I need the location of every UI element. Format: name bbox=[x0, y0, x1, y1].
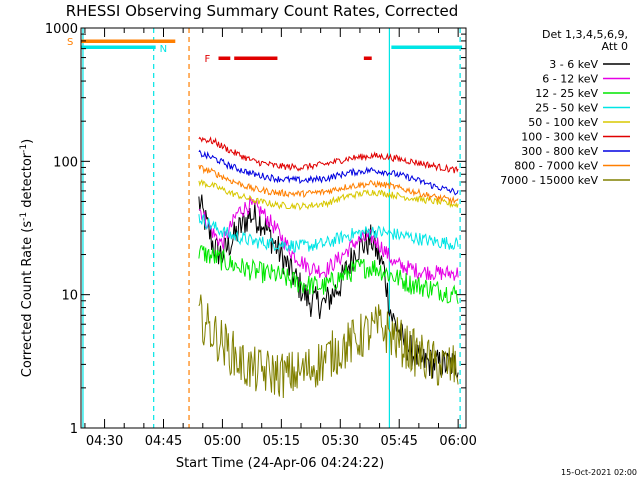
series-line-7 bbox=[198, 164, 459, 205]
x-axis-label: Start Time (24-Apr-06 04:24:22) bbox=[176, 456, 384, 471]
legend-entry-4: 50 - 100 keV bbox=[528, 116, 598, 129]
x-tick-label-1: 04:45 bbox=[145, 434, 182, 449]
series-line-3 bbox=[198, 213, 459, 253]
y-axis-label-sup2: -1 bbox=[19, 144, 29, 153]
y-tick-label-0: 1 bbox=[70, 422, 78, 437]
legend-entry-1: 6 - 12 keV bbox=[542, 73, 598, 86]
flag-F-bar-2 bbox=[363, 56, 372, 60]
x-tick-label-6: 06:00 bbox=[439, 434, 476, 449]
legend-entry-6: 300 - 800 keV bbox=[521, 145, 598, 158]
timestamp-label: 15-Oct-2021 02:00 bbox=[561, 468, 637, 477]
x-tick-label-0: 04:30 bbox=[86, 434, 123, 449]
legend-entry-5: 100 - 300 keV bbox=[521, 131, 598, 144]
svg-text:Corrected Count Rate (s-1 dete: Corrected Count Rate (s-1 detector-1) bbox=[19, 139, 35, 377]
plot-frame bbox=[80, 27, 467, 429]
legend-entry-2: 12 - 25 keV bbox=[535, 87, 598, 100]
y-tick-label-1: 10 bbox=[61, 289, 78, 304]
series-line-8 bbox=[198, 294, 459, 399]
x-tick-label-2: 05:00 bbox=[204, 434, 241, 449]
legend-entry-7: 800 - 7000 keV bbox=[514, 160, 598, 173]
y-tick-label-3: 1000 bbox=[45, 22, 78, 37]
flag-N-bar-1 bbox=[391, 45, 463, 49]
y-axis-label-part1: Corrected Count Rate (s bbox=[20, 221, 35, 378]
flag-S-bar-0 bbox=[81, 39, 176, 43]
series-line-5 bbox=[198, 136, 459, 174]
x-tick-label-3: 05:15 bbox=[263, 434, 300, 449]
series-line-2 bbox=[198, 245, 459, 304]
y-axis-label-part2: detector bbox=[20, 152, 35, 212]
flag-N-bar-0 bbox=[81, 45, 156, 49]
y-axis-label: Corrected Count Rate (s-1 detector-1) bbox=[19, 139, 35, 377]
flag-label-N: N bbox=[160, 44, 167, 55]
y-axis-label-sup1: -1 bbox=[19, 212, 29, 221]
flag-label-F: F bbox=[205, 54, 211, 65]
series-line-4 bbox=[198, 179, 459, 211]
legend-entry-0: 3 - 6 keV bbox=[549, 58, 598, 71]
flag-F-bar-1 bbox=[234, 56, 278, 60]
chart-title: RHESSI Observing Summary Count Rates, Co… bbox=[66, 2, 459, 20]
legend-title-0: Det 1,3,4,5,6,9, bbox=[542, 28, 628, 41]
y-tick-label-2: 100 bbox=[53, 155, 78, 170]
legend-entry-3: 25 - 50 keV bbox=[535, 102, 598, 115]
x-tick-label-4: 05:30 bbox=[322, 434, 359, 449]
flag-F-bar-0 bbox=[218, 56, 231, 60]
legend: Det 1,3,4,5,6,9,Att 0 3 - 6 keV 6 - 12 keV… bbox=[500, 28, 630, 187]
flag-label-S: S bbox=[67, 37, 73, 48]
series-line-6 bbox=[198, 149, 459, 196]
series-line-1 bbox=[198, 197, 459, 281]
legend-entry-8: 7000 - 15000 keV bbox=[500, 174, 598, 187]
y-axis-label-part3: ) bbox=[20, 139, 35, 144]
x-tick-label-5: 05:45 bbox=[380, 434, 417, 449]
legend-title-1: Att 0 bbox=[602, 40, 628, 53]
